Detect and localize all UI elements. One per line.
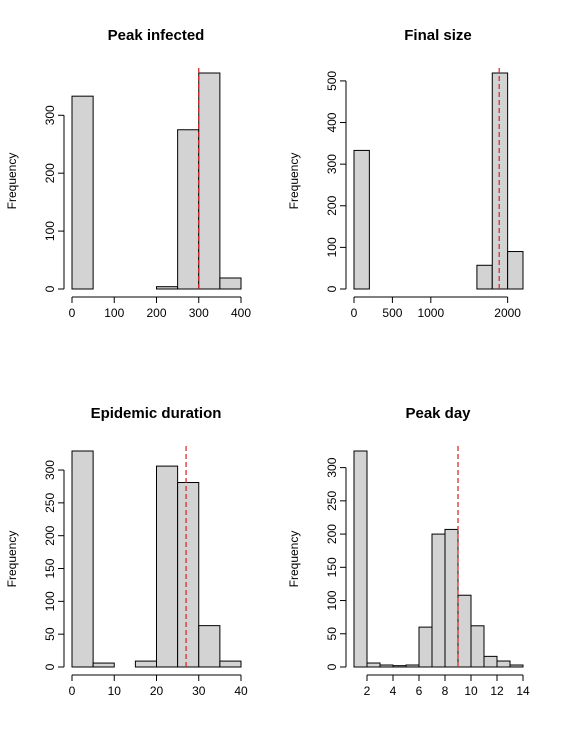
- y-tick-label: 100: [43, 591, 57, 611]
- x-tick-label: 0: [69, 684, 76, 698]
- histogram-bar: [177, 482, 200, 668]
- histogram-bar: [444, 528, 459, 668]
- x-tick-label: 1000: [417, 306, 444, 320]
- histogram-bar: [134, 660, 157, 668]
- y-axis-label: Frequency: [287, 531, 301, 588]
- histogram-bar: [156, 465, 179, 668]
- histogram-bar: [470, 625, 485, 668]
- x-tick-label: 2: [364, 684, 371, 698]
- y-tick-label: 400: [325, 112, 339, 132]
- x-tick-label: 40: [234, 684, 248, 698]
- panel-title: Epidemic duration: [91, 405, 222, 422]
- x-tick-label: 14: [516, 684, 530, 698]
- y-tick-label: 300: [43, 460, 57, 480]
- histogram-bar: [405, 664, 420, 668]
- x-tick-label: 2000: [494, 306, 521, 320]
- panel-epidemic-duration: Epidemic duration Frequency 0 10 20 30 40 0 50…: [5, 405, 248, 698]
- panel-final-size: Final size Frequency 0 500 1000 2000 0 100 200…: [287, 27, 524, 320]
- y-tick-label: 150: [325, 557, 339, 577]
- panel-peak-day: Peak day Frequency 2 4 6 8 10 12 14 0 50 100 150 20…: [287, 405, 530, 698]
- histogram-bar: [496, 660, 511, 668]
- histogram-bar: [418, 626, 433, 668]
- y-tick-label: 0: [43, 663, 57, 670]
- histogram-bar: [457, 594, 472, 668]
- y-tick-label: 250: [43, 493, 57, 513]
- histogram-bar: [198, 72, 221, 290]
- y-axis-label: Frequency: [5, 531, 19, 588]
- histogram-bar: [353, 450, 368, 668]
- histogram-bar: [177, 129, 200, 290]
- y-tick-label: 200: [325, 524, 339, 544]
- y-axis-label: Frequency: [5, 153, 19, 210]
- histogram-bar: [219, 277, 242, 290]
- x-tick-label: 30: [192, 684, 206, 698]
- y-tick-label: 500: [325, 71, 339, 91]
- histogram-bar: [379, 664, 394, 668]
- y-tick-label: 50: [43, 627, 57, 641]
- x-tick-label: 8: [442, 684, 449, 698]
- y-tick-label: 100: [325, 237, 339, 257]
- x-tick-label: 4: [390, 684, 397, 698]
- panel-title: Peak infected: [108, 27, 205, 44]
- x-tick-label: 300: [189, 306, 209, 320]
- histogram-bar: [366, 662, 381, 668]
- panel-title: Final size: [404, 27, 472, 44]
- x-tick-label: 200: [146, 306, 166, 320]
- histogram-bar: [71, 450, 94, 668]
- y-tick-label: 200: [43, 163, 57, 183]
- histogram-bar: [92, 662, 115, 668]
- x-tick-label: 0: [69, 306, 76, 320]
- x-tick-label: 20: [150, 684, 164, 698]
- histogram-bar: [71, 95, 94, 290]
- x-tick-label: 100: [104, 306, 124, 320]
- histogram-bar: [219, 660, 242, 668]
- histogram-bar: [156, 286, 179, 290]
- panel-title: Peak day: [405, 405, 471, 422]
- x-tick-label: 12: [490, 684, 504, 698]
- x-tick-label: 10: [464, 684, 478, 698]
- x-tick-label: 500: [382, 306, 402, 320]
- histogram-bar: [507, 251, 524, 290]
- y-tick-label: 0: [325, 285, 339, 292]
- y-tick-label: 200: [43, 525, 57, 545]
- histogram-bar: [491, 72, 509, 290]
- y-tick-label: 300: [325, 457, 339, 477]
- histogram-bar: [483, 655, 498, 668]
- histogram-bar: [198, 625, 221, 668]
- panel-peak-infected: Peak infected Frequency 0 100 200 300 400 0 10…: [5, 27, 251, 320]
- x-tick-label: 10: [108, 684, 122, 698]
- y-tick-label: 50: [325, 627, 339, 641]
- y-tick-label: 0: [43, 285, 57, 292]
- x-tick-label: 0: [351, 306, 358, 320]
- y-axis-label: Frequency: [287, 153, 301, 210]
- y-tick-label: 0: [325, 663, 339, 670]
- y-tick-label: 300: [43, 105, 57, 125]
- histogram-bar: [476, 264, 493, 290]
- histogram-bar: [431, 533, 446, 668]
- histogram-bar: [392, 665, 407, 668]
- y-tick-label: 100: [325, 590, 339, 610]
- y-tick-label: 300: [325, 154, 339, 174]
- y-tick-label: 150: [43, 558, 57, 578]
- x-tick-label: 400: [231, 306, 251, 320]
- x-tick-label: 6: [416, 684, 423, 698]
- y-tick-label: 100: [43, 221, 57, 241]
- y-tick-label: 250: [325, 491, 339, 511]
- y-tick-label: 200: [325, 195, 339, 215]
- histogram-bar: [353, 149, 370, 290]
- histogram-bar: [509, 664, 524, 668]
